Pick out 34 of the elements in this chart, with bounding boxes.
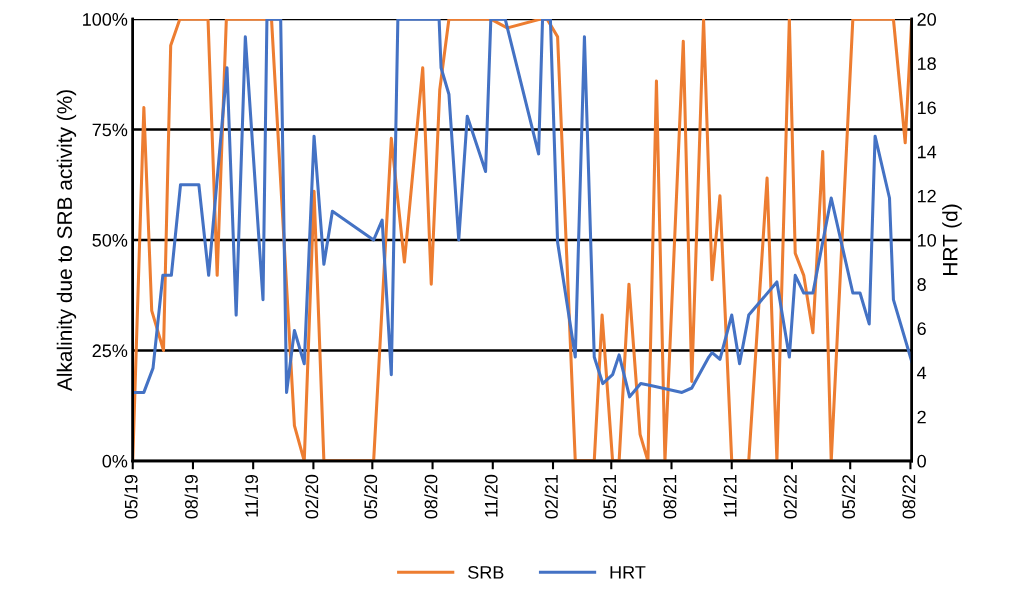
x-tick-label: 11/20 [484, 474, 498, 517]
y2-tick-label: 18 [917, 57, 936, 70]
x-tick-label: 08/21 [663, 474, 677, 519]
y2-tick-label: 12 [917, 189, 936, 203]
x-tick-label: 02/21 [544, 474, 558, 519]
y2-tick-label: 10 [917, 233, 936, 247]
y2-tick-label: 16 [917, 101, 936, 115]
x-tick-label: 11/19 [244, 474, 259, 517]
y-axis-title: Alkalinity due to SRB activity (%) [56, 90, 77, 392]
y2-tick-label: 2 [917, 410, 926, 424]
x-tick-label: 05/21 [602, 474, 617, 519]
x-tick-label: 08/20 [424, 474, 438, 519]
x-tick-label: 08/19 [184, 474, 198, 519]
y2-tick-label: 8 [917, 278, 926, 291]
y2-tick-label: 14 [917, 145, 937, 159]
x-tick-label: 02/20 [305, 474, 319, 519]
y-tick-label: 25% [92, 344, 128, 358]
legend-label: HRT [610, 566, 646, 579]
y2-tick-label: 0 [917, 454, 926, 468]
x-tick-label: 05/19 [124, 474, 138, 519]
x-tick-label: 05/20 [363, 474, 378, 519]
y-tick-label: 50% [92, 233, 128, 247]
x-tick-label: 11/21 [723, 474, 737, 517]
x-tick-label: 05/22 [841, 474, 856, 519]
y-tick-label: 75% [92, 123, 128, 137]
x-tick-label: 02/22 [783, 474, 797, 519]
y2-tick-label: 4 [917, 366, 927, 380]
y-tick-label: 0% [102, 454, 128, 468]
y-tick-label: 100% [83, 13, 128, 26]
y2-axis-title: HRT (d) [942, 204, 962, 275]
y2-tick-label: 20 [917, 13, 936, 26]
y2-tick-label: 6 [917, 322, 926, 336]
x-tick-label: 08/22 [902, 474, 916, 519]
legend-label: SRB [468, 565, 504, 579]
